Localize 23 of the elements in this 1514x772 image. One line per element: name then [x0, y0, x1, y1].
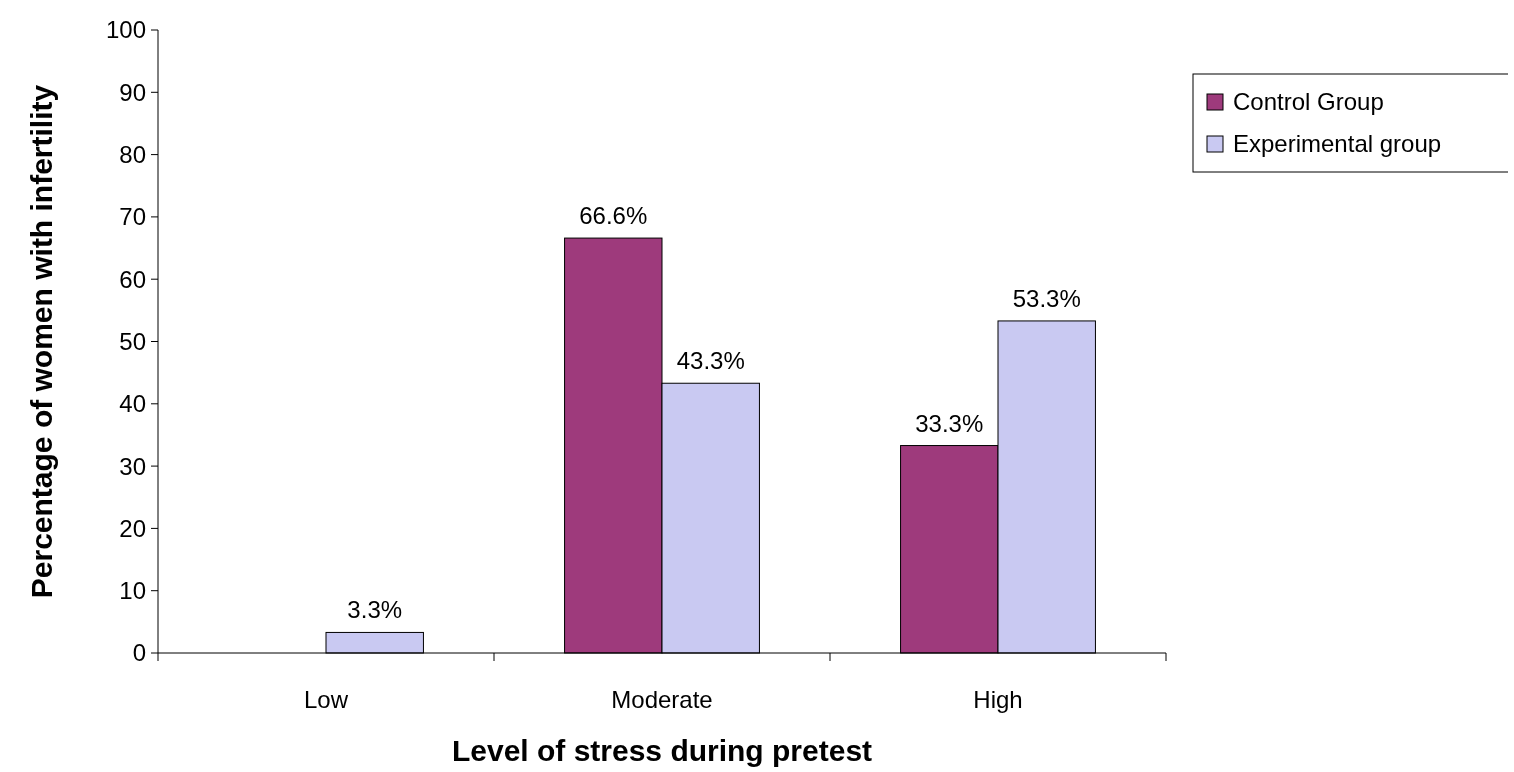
data-label: 53.3%: [1012, 284, 1081, 312]
y-tick-label: 60: [119, 265, 146, 293]
y-tick-label: 50: [119, 327, 146, 355]
data-label: 3.3%: [347, 596, 403, 624]
y-tick-label: 20: [119, 514, 146, 542]
data-label: 33.3%: [915, 409, 984, 437]
y-tick-label: 70: [119, 203, 146, 231]
y-axis-title: Percentage of women with infertility: [25, 84, 58, 599]
x-tick-label: Moderate: [611, 686, 713, 713]
data-label: 66.6%: [579, 202, 648, 230]
data-label: 43.3%: [676, 347, 745, 375]
y-tick-label: 80: [119, 141, 146, 168]
x-tick-label: High: [973, 686, 1023, 713]
y-tick-label: 0: [132, 639, 146, 667]
y-tick-label: 30: [119, 452, 146, 480]
y-tick-label: 40: [119, 390, 146, 418]
y-tick-label: 100: [105, 16, 146, 44]
x-tick-label: Low: [303, 686, 349, 713]
legend-label: Experimental group: [1233, 130, 1442, 158]
y-tick-label: 10: [119, 577, 146, 605]
y-tick-label: 90: [119, 78, 146, 106]
legend-label: Control Group: [1233, 88, 1384, 116]
x-axis-title: Level of stress during pretest: [451, 734, 873, 767]
